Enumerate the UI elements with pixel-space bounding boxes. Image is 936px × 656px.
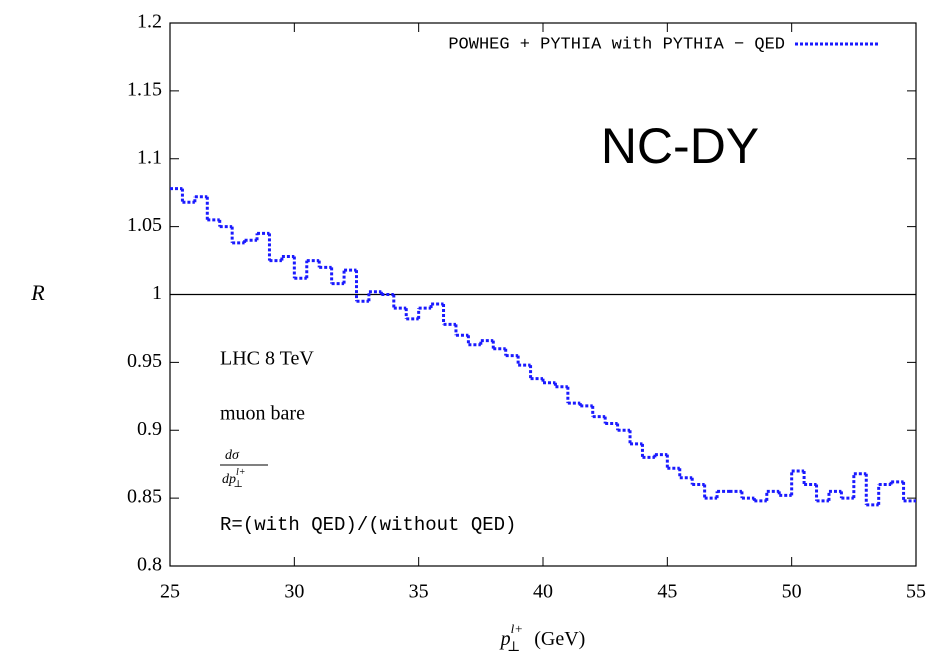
x-tick-label: 25 [160,581,180,603]
x-tick-label: 55 [906,581,926,603]
x-tick-label: 40 [533,581,553,603]
x-label-base: p [499,628,511,650]
process-label: NC-DY [601,118,759,174]
energy-label: LHC 8 TeV [220,348,314,370]
x-tick-label: 45 [657,581,677,603]
fraction-denominator: dpl+ ⊥ [222,467,246,490]
denominator-sub: ⊥ [234,479,243,490]
setup-label: muon bare [220,403,305,425]
y-tick-label: 0.9 [137,418,162,440]
y-tick-label: 0.95 [127,350,162,372]
ratio-label: R=(with QED)/(without QED) [220,514,516,536]
x-label-unit: (GeV) [534,628,585,650]
denominator-sup: l+ [236,467,246,478]
y-tick-label: 1.05 [127,214,162,236]
denominator-base: dp [222,472,236,487]
y-tick-label: 0.85 [127,486,162,508]
x-tick-label: 30 [284,581,304,603]
y-tick-label: 1.1 [137,146,162,168]
x-label-sub: ⊥ [507,640,520,655]
y-tick-label: 1.15 [127,78,162,100]
x-tick-label: 50 [782,581,802,603]
y-tick-label: 1 [152,282,162,304]
legend-label: POWHEG + PYTHIA with PYTHIA − QED [448,35,785,54]
y-axis-label: R [30,280,45,305]
x-tick-label: 35 [409,581,429,603]
x-label-sup: l+ [511,621,523,636]
x-axis-label: pl+ ⊥ (GeV) [499,621,586,655]
fraction-numerator: dσ [225,448,240,463]
y-tick-label: 0.8 [137,554,162,576]
y-tick-label: 1.2 [137,11,162,33]
